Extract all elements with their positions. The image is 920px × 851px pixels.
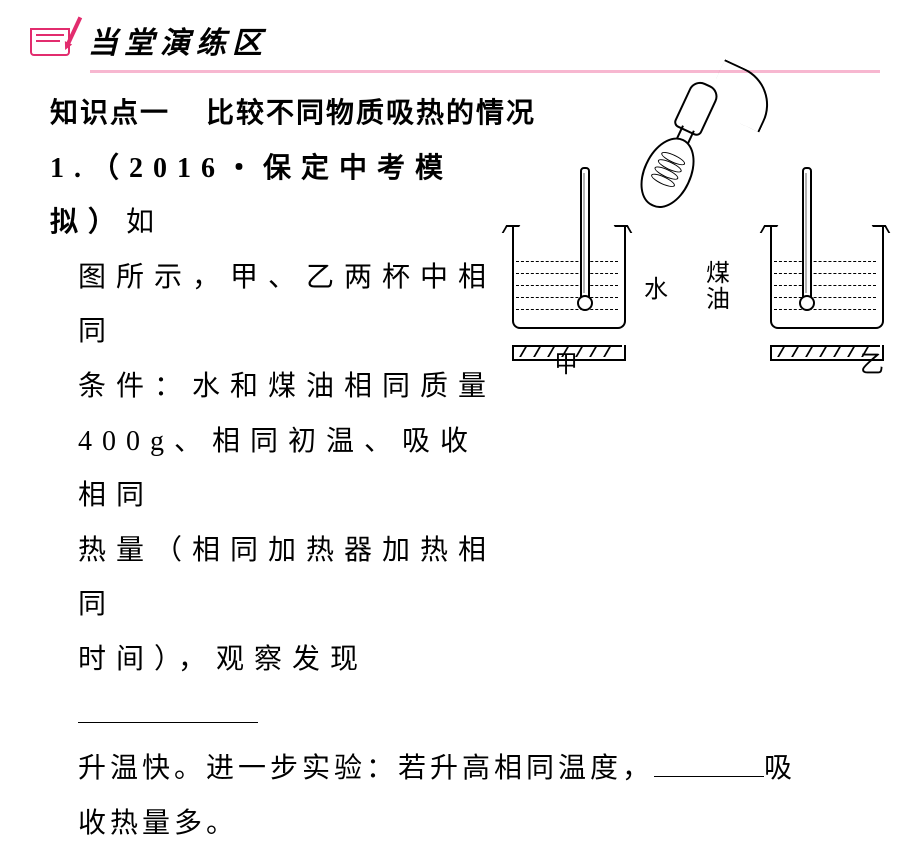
line-2: 图所示，甲、乙两杯中相同 xyxy=(50,251,510,360)
line-4: 400g、相同初温、吸收相同 xyxy=(50,415,510,524)
kerosene-liquid-icon xyxy=(774,257,876,323)
label-cup-yi: 乙 xyxy=(860,344,884,379)
blank-1[interactable] xyxy=(78,694,258,723)
label-kerosene: 煤油 xyxy=(706,261,730,314)
line-7-head: 升温快。进一步实验：若升高相同温度， xyxy=(78,753,654,784)
paren-open: （ xyxy=(91,153,129,184)
question-text-bottom: 升温快。进一步实验：若升高相同温度， 吸 收热量多。 xyxy=(50,742,892,851)
section-header: 当堂演练区 xyxy=(0,0,920,70)
thermometer-icon xyxy=(800,167,810,317)
line-3: 条件：水和煤油相同质量 xyxy=(50,360,510,415)
line-8: 收热量多。 xyxy=(50,797,892,851)
line-6-head: 时间），观察发现 xyxy=(78,644,368,675)
question-number: 1. xyxy=(50,153,91,184)
beaker-kerosene: 煤油 乙 xyxy=(760,227,890,337)
header-title: 当堂演练区 xyxy=(88,18,268,62)
section-topic: 比较不同物质吸热的情况 xyxy=(206,98,536,129)
beaker-water: 水 甲 xyxy=(502,227,632,337)
label-cup-jia: 甲 xyxy=(554,344,578,379)
water-liquid-icon xyxy=(516,257,618,323)
thermometer-icon xyxy=(578,167,588,317)
l1-tail: 如 xyxy=(126,207,164,238)
blank-2[interactable] xyxy=(654,748,764,777)
question-text-top: 1.（2016・保定中考模拟）如 图所示，甲、乙两杯中相同 条件：水和煤油相同质… xyxy=(50,142,510,743)
section-label: 知识点一 xyxy=(50,98,170,129)
paren-close: ） xyxy=(88,207,126,238)
label-water: 水 xyxy=(644,269,668,304)
line-5: 热量（相同加热器加热相同 xyxy=(50,524,510,633)
experiment-diagram: 水 甲 煤油 乙 xyxy=(500,87,890,347)
line-7-tail: 吸 xyxy=(764,753,796,784)
book-pencil-icon xyxy=(30,20,82,60)
source-dot: ・ xyxy=(225,153,263,184)
source-year: 2016 xyxy=(129,153,225,184)
content-area: 知识点一 比较不同物质吸热的情况 1.（2016・保定中考模拟）如 图所示，甲、… xyxy=(0,73,920,851)
